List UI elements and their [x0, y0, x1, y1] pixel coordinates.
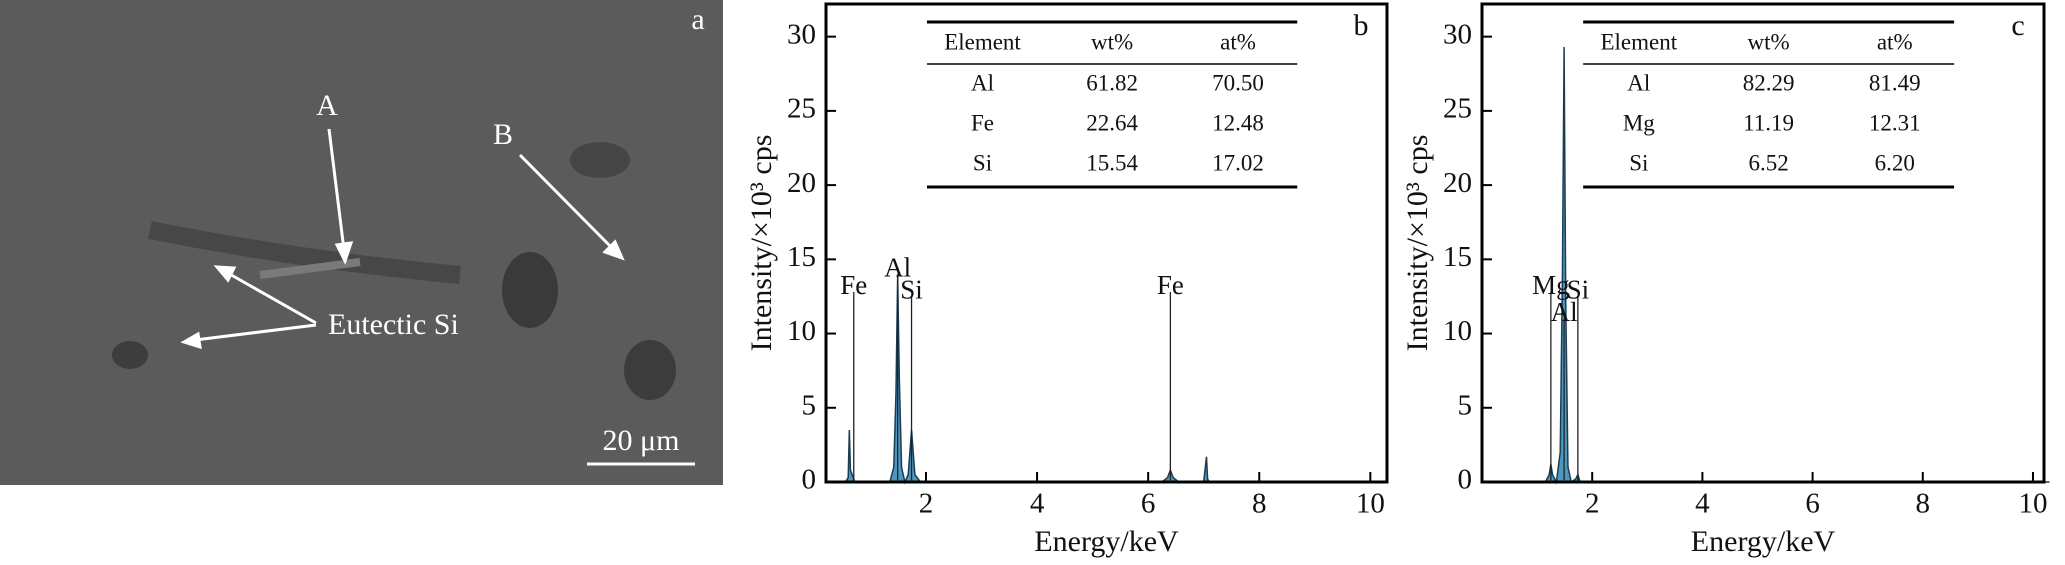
peak-label: Al: [884, 252, 911, 282]
table-header: Element: [1600, 29, 1677, 54]
sem-feature: [570, 142, 630, 178]
y-axis-label: Intensity/×10³ cps: [1401, 135, 1434, 352]
table-cell: Al: [971, 70, 994, 95]
table-header: at%: [1877, 29, 1913, 54]
table-header: Element: [944, 29, 1021, 54]
table-cell: Si: [1629, 150, 1648, 175]
plot-frame: [824, 2, 1389, 484]
x-tick-label: 2: [919, 488, 934, 520]
x-tick-label: 4: [1030, 488, 1045, 520]
y-tick-label: 5: [1458, 389, 1473, 421]
y-tick-label: 0: [802, 464, 817, 496]
table-cell: 70.50: [1212, 70, 1264, 95]
sem-feature: [112, 341, 148, 369]
x-tick-label: 8: [1252, 488, 1267, 520]
y-tick-label: 10: [787, 315, 816, 347]
panel-label: b: [1354, 9, 1369, 42]
y-tick-label: 20: [787, 167, 816, 199]
y-axis-label: Intensity/×10³ cps: [745, 135, 778, 352]
y-tick-label: 15: [1443, 241, 1472, 273]
table-header: wt%: [1091, 29, 1133, 54]
y-tick-label: 10: [1443, 315, 1472, 347]
spectrum-line: [1493, 47, 2050, 485]
table-cell: Fe: [971, 110, 994, 135]
table-cell: 82.29: [1743, 70, 1795, 95]
panel-label: a: [691, 3, 704, 36]
sem-background: [0, 0, 723, 485]
table-cell: 81.49: [1869, 70, 1921, 95]
x-axis-label: Energy/keV: [1034, 525, 1179, 558]
y-tick-label: 0: [1458, 464, 1473, 496]
peak-label: Si: [900, 275, 923, 305]
scale-bar-label: 20 μm: [603, 424, 680, 457]
sem-panel: a A B Eutectic Si 20 μm: [0, 0, 723, 485]
peak-label: Si: [1567, 275, 1590, 305]
y-tick-label: 20: [1443, 167, 1472, 199]
sem-feature: [502, 252, 558, 328]
x-tick-label: 2: [1585, 488, 1600, 520]
table-cell: 6.52: [1748, 150, 1788, 175]
y-tick-label: 30: [1443, 18, 1472, 50]
label: Eutectic Si: [328, 308, 459, 341]
table-cell: 15.54: [1086, 150, 1138, 175]
peak-label: Fe: [1157, 270, 1184, 300]
sem-feature: [624, 340, 676, 400]
x-tick-label: 6: [1141, 488, 1156, 520]
plot-frame: [1480, 2, 2046, 484]
table-cell: 12.31: [1869, 110, 1921, 135]
table-cell: 12.48: [1212, 110, 1264, 135]
x-tick-label: 4: [1695, 488, 1710, 520]
x-axis-label: Energy/keV: [1691, 525, 1836, 558]
peak-label: Fe: [840, 270, 867, 300]
arrows: [180, 128, 625, 350]
y-tick-label: 25: [1443, 93, 1472, 125]
table-cell: 6.20: [1875, 150, 1915, 175]
table-header: wt%: [1748, 29, 1790, 54]
table-cell: Si: [973, 150, 992, 175]
x-tick-label: 10: [1356, 488, 1385, 520]
table-cell: Mg: [1623, 110, 1655, 135]
y-tick-label: 5: [802, 389, 817, 421]
label: A: [316, 89, 338, 122]
y-tick-label: 30: [787, 18, 816, 50]
sem-feature: [259, 258, 361, 279]
spectrum-line: [826, 277, 1387, 485]
x-tick-label: 8: [1916, 488, 1931, 520]
label: B: [493, 118, 513, 151]
table-cell: 22.64: [1086, 110, 1138, 135]
y-tick-label: 25: [787, 93, 816, 125]
panel-label: c: [2011, 9, 2024, 42]
y-tick-label: 15: [787, 241, 816, 273]
sem-feature: [148, 221, 461, 284]
peak-label: Al: [1551, 297, 1578, 327]
table-cell: 17.02: [1212, 150, 1264, 175]
peak-label: Mg: [1532, 270, 1570, 300]
table-header: at%: [1220, 29, 1256, 54]
x-tick-label: 10: [2018, 488, 2047, 520]
table-cell: 61.82: [1086, 70, 1138, 95]
x-tick-label: 6: [1805, 488, 1820, 520]
table-cell: 11.19: [1743, 110, 1794, 135]
table-cell: Al: [1627, 70, 1650, 95]
